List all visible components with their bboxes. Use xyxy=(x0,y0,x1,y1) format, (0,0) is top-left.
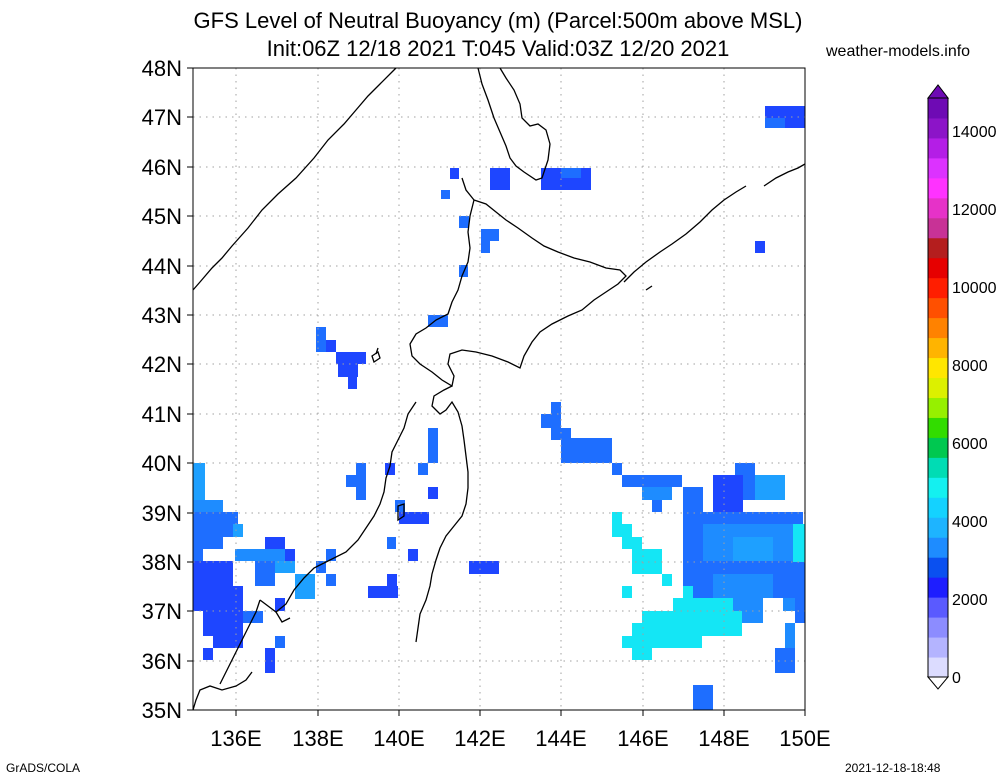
colorbar-segment xyxy=(928,397,948,418)
map-title-line2: Init:06Z 12/18 2021 T:045 Valid:03Z 12/2… xyxy=(266,36,730,61)
colorbar-segment xyxy=(928,277,948,299)
colorbar-segment xyxy=(928,637,948,658)
colorbar-segment xyxy=(928,617,948,638)
colorbar-segment xyxy=(928,237,948,259)
lat-label: 43N xyxy=(142,303,182,328)
colorbar-segment xyxy=(928,157,948,179)
colorbar-label: 14000 xyxy=(952,124,997,141)
colorbar-segment xyxy=(928,337,948,359)
colorbar-segment xyxy=(928,377,948,398)
lon-label: 144E xyxy=(535,726,586,751)
buoyancy-field xyxy=(193,106,805,710)
colorbar-segment xyxy=(928,117,948,139)
colorbar-segment xyxy=(928,417,948,438)
latitude-labels: 48N 47N 46N 45N 44N 43N 42N 41N 40N 39N … xyxy=(142,56,182,723)
colorbar-segment xyxy=(928,477,948,498)
lat-label: 37N xyxy=(142,599,182,624)
colorbar-label: 8000 xyxy=(952,358,988,375)
lat-label: 40N xyxy=(142,451,182,476)
map-title-line1: GFS Level of Neutral Buoyancy (m) (Parce… xyxy=(193,8,803,33)
lon-label: 138E xyxy=(292,726,343,751)
lat-label: 41N xyxy=(142,402,182,427)
colorbar-label: 6000 xyxy=(952,436,988,453)
colorbar: 14000 12000 10000 8000 6000 4000 2000 0 xyxy=(926,84,997,690)
lat-label: 38N xyxy=(142,550,182,575)
site-credit: weather-models.info xyxy=(826,43,971,60)
lon-label: 148E xyxy=(698,726,749,751)
colorbar-label: 4000 xyxy=(952,514,988,531)
lat-label: 48N xyxy=(142,56,182,81)
colorbar-segment xyxy=(928,597,948,618)
timestamp: 2021-12-18-18:48 xyxy=(845,761,941,775)
coastlines xyxy=(192,67,806,711)
lat-label: 47N xyxy=(142,105,182,130)
colorbar-segment xyxy=(928,437,948,458)
colorbar-top-arrow xyxy=(926,84,950,99)
colorbar-segment xyxy=(928,557,948,578)
longitude-labels: 136E 138E 140E 142E 144E 146E 148E 150E xyxy=(210,726,830,751)
colorbar-segment xyxy=(928,177,948,199)
colorbar-segment xyxy=(928,577,948,598)
colorbar-segment xyxy=(928,98,948,119)
colorbar-segment xyxy=(928,537,948,558)
lon-label: 150E xyxy=(779,726,830,751)
colorbar-segment xyxy=(928,317,948,339)
colorbar-segment xyxy=(928,357,948,379)
colorbar-label: 12000 xyxy=(952,202,997,219)
colorbar-labels: 14000 12000 10000 8000 6000 4000 2000 0 xyxy=(952,124,997,687)
graticule xyxy=(193,68,805,710)
colorbar-segment xyxy=(928,197,948,219)
colorbar-segment xyxy=(928,217,948,239)
colorbar-label: 2000 xyxy=(952,592,988,609)
colorbar-segment xyxy=(928,497,948,518)
colorbar-segment xyxy=(928,137,948,159)
lat-label: 36N xyxy=(142,649,182,674)
lon-label: 142E xyxy=(454,726,505,751)
software-credit: GrADS/COLA xyxy=(6,761,81,775)
colorbar-segment xyxy=(928,457,948,478)
lat-label: 46N xyxy=(142,155,182,180)
lat-label: 45N xyxy=(142,204,182,229)
lon-label: 140E xyxy=(373,726,424,751)
lon-label: 146E xyxy=(617,726,668,751)
colorbar-bottom-arrow xyxy=(926,676,950,690)
map-frame xyxy=(192,67,806,711)
axis-ticks xyxy=(187,67,806,716)
lat-label: 44N xyxy=(142,254,182,279)
colorbar-label: 0 xyxy=(952,670,961,687)
lat-label: 35N xyxy=(142,698,182,723)
colorbar-frame xyxy=(927,97,949,678)
lat-label: 42N xyxy=(142,352,182,377)
lon-label: 136E xyxy=(210,726,261,751)
colorbar-segment xyxy=(928,657,948,678)
colorbar-segment xyxy=(928,517,948,538)
lat-label: 39N xyxy=(142,501,182,526)
colorbar-label: 10000 xyxy=(952,280,997,297)
colorbar-segment xyxy=(928,297,948,319)
colorbar-segments xyxy=(928,98,948,678)
colorbar-segment xyxy=(928,257,948,279)
